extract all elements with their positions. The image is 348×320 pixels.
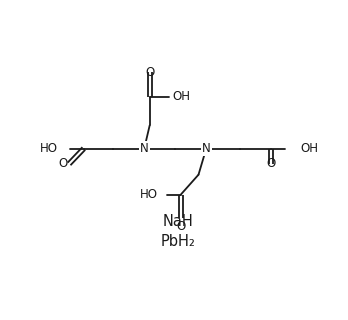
Text: O: O bbox=[266, 157, 275, 171]
Text: PbH₂: PbH₂ bbox=[161, 234, 196, 249]
Text: O: O bbox=[58, 157, 68, 171]
Text: N: N bbox=[140, 142, 149, 155]
Text: OH: OH bbox=[172, 91, 190, 103]
Text: OH: OH bbox=[301, 142, 319, 155]
Text: NaH: NaH bbox=[163, 214, 194, 229]
Text: N: N bbox=[202, 142, 211, 155]
Text: O: O bbox=[176, 220, 185, 233]
Text: HO: HO bbox=[140, 188, 158, 201]
Text: HO: HO bbox=[39, 142, 57, 155]
Text: O: O bbox=[145, 66, 154, 79]
